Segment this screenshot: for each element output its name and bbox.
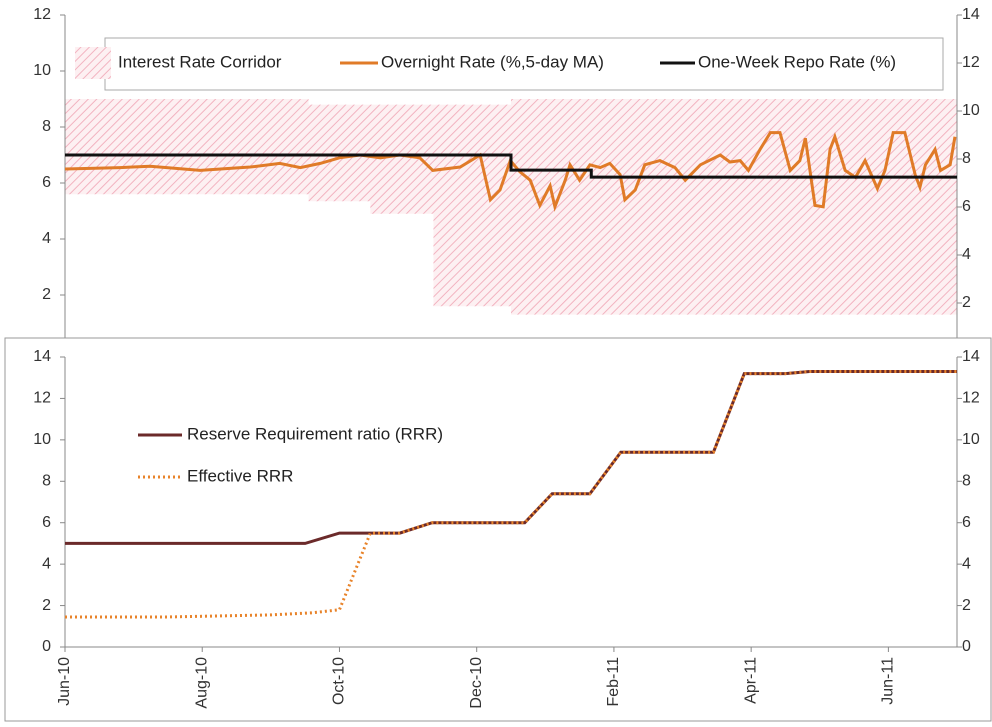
- x-tick-label: Oct-10: [331, 657, 348, 705]
- y2-tick-label: 4: [962, 555, 971, 572]
- y-tick-label: 6: [42, 174, 51, 191]
- x-tick-label: Jun-11: [880, 657, 897, 705]
- series-line: [65, 153, 957, 179]
- legend-label: Effective RRR: [187, 466, 293, 485]
- y2-tick-label: 6: [962, 514, 971, 531]
- panel-frame: [4, 337, 992, 722]
- top-panel: 2 4 6 8 10 12 2 4 6 8 10 12 14 Interest Rate Corridor…: [33, 6, 980, 338]
- y2-tick-label: 8: [962, 473, 971, 490]
- x-tick-label: Apr-11: [742, 657, 759, 704]
- y-tick-label: 0: [42, 638, 51, 655]
- bottom-panel: 0 2 4 6 8 10 12 14 0 2 4 6 8 10 12 14 Jun-10 Aug-10 Oct-10…: [4, 337, 992, 722]
- x-tick-label: Feb-11: [605, 657, 622, 707]
- legend-label: One-Week Repo Rate (%): [698, 52, 896, 71]
- x-tick-label: Dec-10: [468, 657, 485, 709]
- x-tick-label: Aug-10: [193, 657, 210, 709]
- y-tick-label: 12: [33, 6, 51, 23]
- y2-tick-label: 14: [962, 6, 980, 23]
- y2-tick-label: 6: [962, 198, 971, 215]
- y2-tick-label: 12: [962, 390, 980, 407]
- x-tick-label: Jun-10: [56, 657, 73, 706]
- y-tick-label: 12: [33, 390, 51, 407]
- y2-tick-label: 14: [962, 348, 980, 365]
- y-tick-label: 10: [33, 431, 51, 448]
- legend-label: Reserve Requirement ratio (RRR): [187, 424, 443, 443]
- legend-box: [104, 37, 944, 91]
- y-tick-label: 2: [42, 597, 51, 614]
- y2-tick-label: 0: [962, 638, 971, 655]
- y-tick-label: 10: [33, 62, 51, 79]
- y-tick-label: 4: [42, 230, 51, 247]
- y-tick-label: 6: [42, 514, 51, 531]
- y2-tick-label: 2: [962, 294, 971, 311]
- y-tick-label: 8: [42, 118, 51, 135]
- legend-swatch: [75, 47, 111, 79]
- legend-label: Interest Rate Corridor: [118, 52, 282, 71]
- y-tick-label: 4: [42, 555, 51, 572]
- y-tick-label: 8: [42, 473, 51, 490]
- y2-tick-label: 4: [962, 246, 971, 263]
- y2-tick-label: 8: [962, 150, 971, 167]
- corridor-band: [65, 99, 957, 315]
- y-tick-label: 2: [42, 286, 51, 303]
- y2-tick-label: 2: [962, 597, 971, 614]
- series-line: [65, 370, 957, 545]
- y2-tick-label: 10: [962, 431, 980, 448]
- y2-tick-label: 10: [962, 102, 980, 119]
- y-tick-label: 14: [33, 348, 51, 365]
- y2-tick-label: 12: [962, 54, 980, 71]
- legend-label: Overnight Rate (%,5-day MA): [381, 52, 604, 71]
